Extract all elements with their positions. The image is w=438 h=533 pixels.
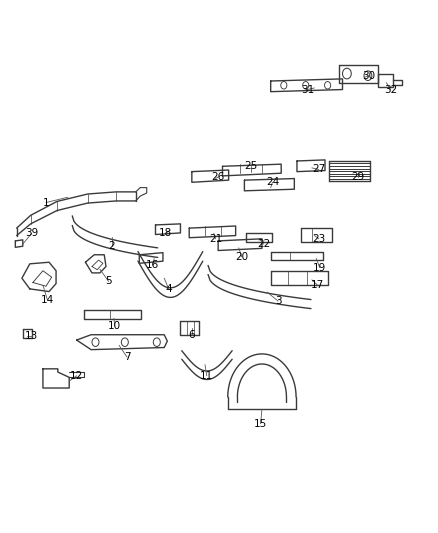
Text: 11: 11: [200, 371, 213, 381]
Text: 24: 24: [266, 177, 279, 187]
Text: 22: 22: [257, 239, 270, 249]
Text: 7: 7: [124, 352, 131, 362]
Text: 5: 5: [105, 277, 112, 286]
Text: 18: 18: [159, 229, 172, 238]
Text: 29: 29: [352, 172, 365, 182]
Text: 12: 12: [70, 371, 83, 381]
Text: 16: 16: [146, 261, 159, 270]
Text: 30: 30: [362, 71, 375, 80]
Text: 20: 20: [235, 252, 248, 262]
Text: 6: 6: [188, 330, 195, 340]
Text: 1: 1: [42, 198, 49, 207]
Text: 27: 27: [312, 165, 325, 174]
Text: 23: 23: [312, 234, 325, 244]
Text: 13: 13: [25, 331, 38, 341]
Text: 10: 10: [108, 321, 121, 331]
Text: 25: 25: [244, 161, 257, 171]
Text: 3: 3: [275, 296, 282, 306]
Text: 2: 2: [108, 241, 115, 251]
Text: 32: 32: [384, 85, 397, 94]
Text: 26: 26: [212, 172, 225, 182]
Text: 21: 21: [209, 234, 222, 244]
Text: 15: 15: [254, 419, 267, 429]
Text: 14: 14: [41, 295, 54, 304]
Text: 17: 17: [311, 280, 324, 290]
Text: 4: 4: [165, 284, 172, 294]
Text: 39: 39: [25, 229, 38, 238]
Text: 19: 19: [313, 263, 326, 272]
Text: 31: 31: [301, 85, 314, 94]
